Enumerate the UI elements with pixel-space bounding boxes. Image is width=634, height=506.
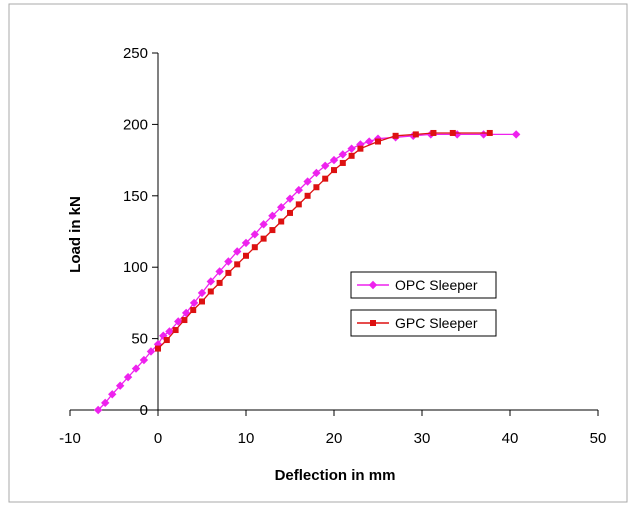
data-point-gpc-sleeper [287, 209, 293, 216]
data-point-opc-sleeper [93, 405, 103, 415]
data-point-opc-sleeper [312, 168, 321, 178]
legend-swatch-marker [368, 280, 378, 290]
data-point-opc-sleeper [285, 194, 295, 203]
data-point-opc-sleeper [101, 398, 110, 408]
legend-label: GPC Sleeper [395, 315, 478, 331]
y-tick-label: 250 [123, 45, 148, 62]
data-point-gpc-sleeper [375, 138, 381, 145]
data-point-gpc-sleeper [392, 132, 399, 139]
data-point-gpc-sleeper [181, 317, 188, 324]
data-point-opc-sleeper [453, 130, 462, 139]
data-point-opc-sleeper [123, 372, 133, 382]
data-point-gpc-sleeper [322, 175, 329, 182]
data-point-gpc-sleeper [225, 269, 232, 276]
y-tick-label: 0 [140, 402, 148, 419]
legend-swatch-marker [370, 320, 376, 326]
data-point-opc-sleeper [294, 185, 303, 195]
data-point-opc-sleeper [268, 211, 277, 220]
data-point-opc-sleeper [174, 317, 183, 326]
chart-border [8, 3, 628, 503]
y-tick-label: 150 [123, 188, 148, 205]
data-point-gpc-sleeper [486, 129, 493, 136]
data-point-gpc-sleeper [155, 345, 161, 352]
ticks: -10 0 10 20 30 40 50 0 50 100 150 200 250 [59, 45, 606, 447]
y-tick-label: 100 [123, 259, 148, 276]
data-point-gpc-sleeper [295, 201, 302, 208]
data-point-gpc-sleeper [260, 235, 267, 242]
legend: OPC Sleeper GPC Sleeper [350, 271, 497, 337]
data-point-gpc-sleeper [304, 192, 311, 199]
data-point-opc-sleeper [115, 381, 125, 390]
data-point-gpc-sleeper [412, 131, 419, 138]
legend-item-opc-sleeper: OPC Sleeper [350, 271, 497, 299]
data-point-opc-sleeper [146, 347, 156, 356]
data-point-opc-sleeper [206, 277, 215, 286]
data-point-opc-sleeper [479, 130, 488, 139]
legend-label: OPC Sleeper [395, 277, 478, 293]
data-point-opc-sleeper [329, 155, 339, 165]
data-point-gpc-sleeper [172, 327, 179, 334]
x-tick-label: 0 [154, 430, 162, 447]
series-gpc-sleeper [155, 129, 493, 352]
data-point-gpc-sleeper [199, 298, 205, 305]
x-tick-label: 40 [502, 430, 519, 447]
data-point-gpc-sleeper [269, 227, 276, 234]
data-point-opc-sleeper [277, 203, 286, 212]
x-tick-label: -10 [59, 430, 81, 447]
data-point-opc-sleeper [338, 150, 347, 159]
series-opc-sleeper [93, 130, 521, 415]
data-point-opc-sleeper [159, 331, 168, 340]
data-point-gpc-sleeper [357, 145, 364, 152]
data-point-gpc-sleeper [348, 152, 355, 159]
data-point-opc-sleeper [233, 247, 242, 256]
data-point-opc-sleeper [108, 390, 117, 399]
x-tick-label: 10 [238, 430, 255, 447]
data-point-gpc-sleeper [430, 129, 437, 136]
data-point-opc-sleeper [165, 327, 174, 336]
data-point-opc-sleeper [181, 308, 191, 318]
x-tick-label: 30 [414, 430, 431, 447]
x-tick-label: 50 [590, 430, 607, 447]
data-point-gpc-sleeper [449, 129, 456, 136]
data-point-opc-sleeper [511, 130, 521, 139]
data-point-gpc-sleeper [278, 218, 285, 225]
data-point-opc-sleeper [303, 177, 312, 186]
data-point-opc-sleeper [197, 288, 207, 298]
data-point-opc-sleeper [189, 298, 199, 308]
data-point-opc-sleeper [250, 230, 259, 239]
y-tick-label: 200 [123, 116, 148, 133]
x-axis-title: Deflection in mm [275, 467, 396, 484]
data-point-opc-sleeper [321, 161, 330, 171]
data-point-gpc-sleeper [313, 184, 320, 191]
data-point-gpc-sleeper [234, 261, 241, 268]
y-tick-label: 50 [131, 331, 148, 348]
data-point-gpc-sleeper [339, 159, 346, 166]
data-point-gpc-sleeper [190, 307, 197, 314]
data-point-gpc-sleeper [251, 244, 258, 251]
data-point-opc-sleeper [259, 220, 268, 229]
data-point-gpc-sleeper [163, 337, 170, 344]
data-point-gpc-sleeper [207, 288, 214, 295]
data-point-opc-sleeper [241, 238, 251, 248]
data-point-opc-sleeper [215, 267, 224, 276]
data-point-opc-sleeper [224, 257, 233, 266]
data-point-gpc-sleeper [331, 167, 337, 174]
y-axis-title: Load in kN [67, 196, 84, 273]
data-point-opc-sleeper [131, 364, 141, 373]
legend-item-gpc-sleeper: GPC Sleeper [350, 309, 497, 337]
data-point-gpc-sleeper [243, 252, 249, 259]
series [93, 129, 521, 415]
data-point-opc-sleeper [139, 355, 149, 365]
data-point-opc-sleeper [347, 144, 356, 153]
data-point-gpc-sleeper [216, 279, 223, 286]
x-tick-label: 20 [326, 430, 343, 447]
